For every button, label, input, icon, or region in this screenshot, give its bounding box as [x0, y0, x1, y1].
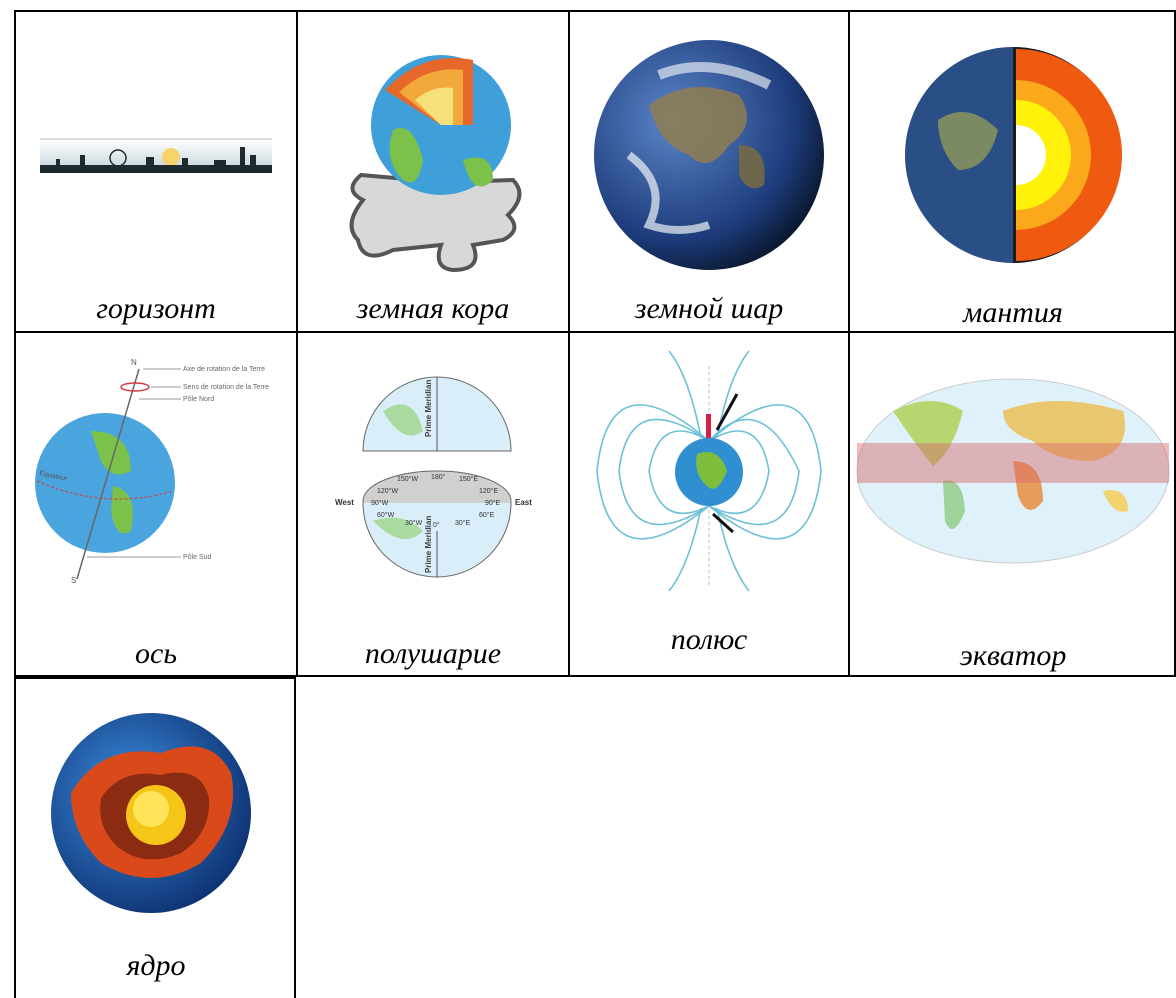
lon-30e: 30°E	[455, 519, 471, 527]
lon-60w: 60°W	[377, 511, 395, 519]
row-bottom-border	[14, 675, 1176, 677]
hemispheres-diagram-icon: Prime Meridian Prime Meridian 180° 150°W…	[335, 376, 532, 578]
card-word: мантия	[963, 296, 1063, 329]
lon-150e: 150°E	[459, 475, 478, 483]
globe-icon	[594, 40, 824, 270]
card-word: полюс	[670, 623, 748, 656]
lon-150w: 150°W	[397, 475, 418, 483]
earth-core-cutaway-icon	[51, 713, 251, 913]
card-word: экватор	[959, 639, 1067, 672]
card-word: ось	[135, 637, 177, 670]
prime-meridian-bottom-label: Prime Meridian	[424, 516, 433, 573]
earth-mantle-cutaway-icon	[905, 47, 1122, 263]
card-horizon: горизонт	[14, 10, 296, 331]
earth-axis-diagram-icon: N Axe de rotation de la Terre Sens de ro…	[35, 358, 269, 585]
north-pole-label: Pôle Nord	[183, 396, 214, 403]
lon-120w: 120°W	[377, 487, 398, 495]
card-word: ядро	[126, 949, 186, 982]
core-cell-right-border	[294, 677, 296, 998]
card-pole: полюс	[568, 331, 848, 677]
axis-north-label: N	[131, 358, 137, 367]
card-word: полушарие	[364, 637, 502, 670]
lon-0: 0°	[433, 521, 440, 529]
lon-90w: 90°W	[371, 499, 389, 507]
card-hemisphere: Prime Meridian Prime Meridian 180° 150°W…	[296, 331, 568, 677]
card-word: горизонт	[96, 292, 216, 325]
axis-rotation-label: Axe de rotation de la Terre	[183, 366, 265, 373]
lon-60e: 60°E	[479, 511, 495, 519]
east-label: East	[515, 498, 532, 507]
card-equator: экватор	[848, 331, 1176, 677]
equator-world-map-icon	[856, 378, 1170, 564]
lon-120e: 120°E	[479, 487, 498, 495]
axis-south-label: S	[71, 576, 76, 585]
card-core: ядро	[14, 677, 296, 998]
lon-90e: 90°E	[485, 499, 501, 507]
axis-direction-label: Sens de rotation de la Terre	[183, 384, 269, 391]
west-label: West	[335, 498, 354, 507]
prime-meridian-top-label: Prime Meridian	[424, 380, 433, 437]
card-axis: N Axe de rotation de la Terre Sens de ro…	[14, 331, 296, 677]
card-word: земной шар	[634, 292, 784, 325]
table-right-border	[1174, 10, 1176, 677]
earth-crust-puzzle-icon	[349, 55, 522, 273]
magnetic-field-poles-icon	[596, 350, 822, 592]
lon-180: 180°	[431, 473, 446, 481]
south-pole-label: Pôle Sud	[183, 554, 212, 561]
card-mantle: мантия	[848, 10, 1176, 331]
card-word: земная кора	[356, 292, 510, 325]
card-earth-crust: земная кора	[296, 10, 568, 331]
lon-30w: 30°W	[405, 519, 423, 527]
horizon-skyline-icon	[40, 138, 272, 173]
card-globe: земной шар	[568, 10, 848, 331]
